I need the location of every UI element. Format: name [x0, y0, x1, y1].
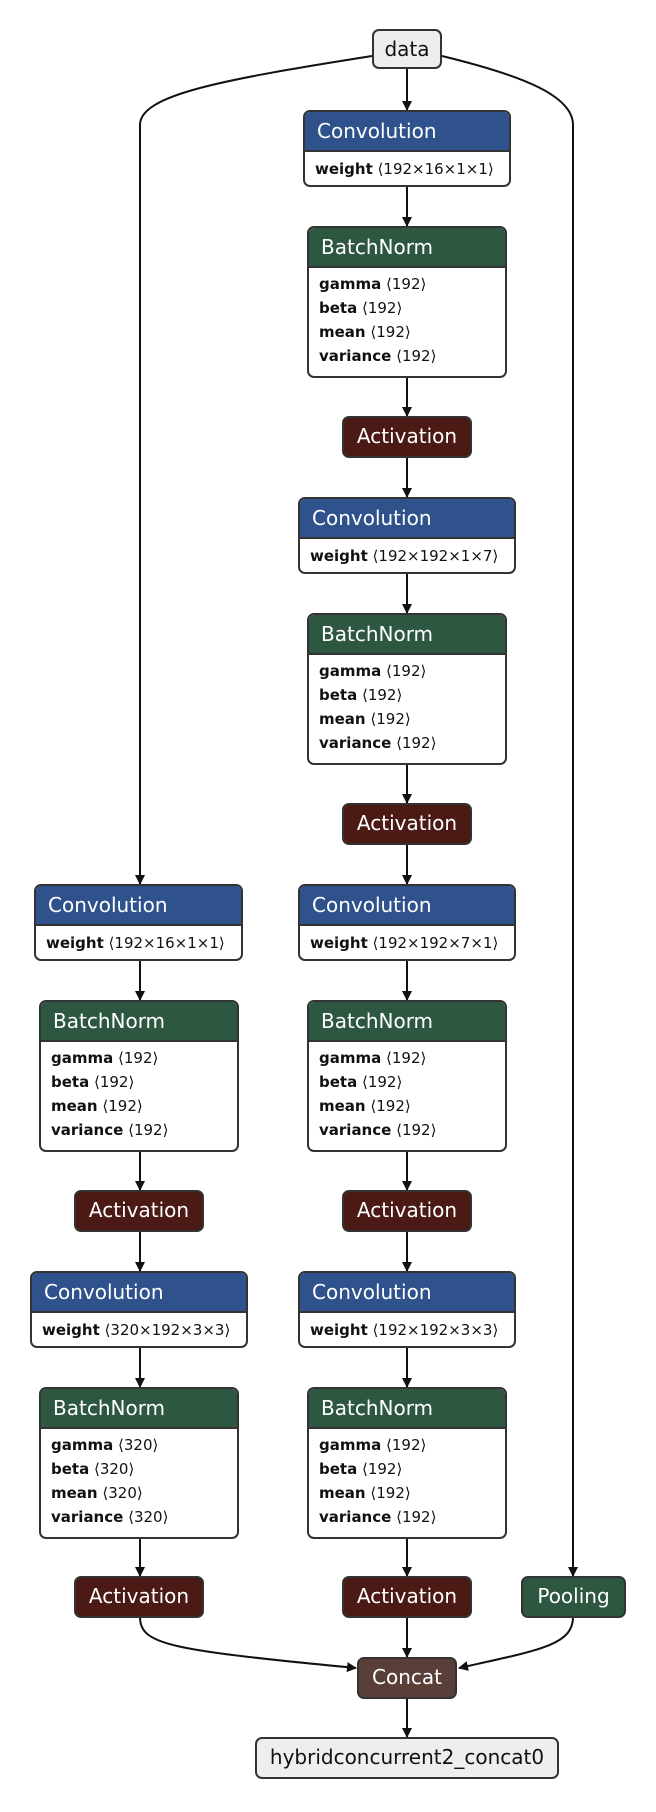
batchnorm-node[interactable]: BatchNorm gamma ⟨192⟩ beta ⟨192⟩ mean ⟨1…	[307, 1387, 507, 1539]
batchnorm-title: BatchNorm	[309, 228, 505, 268]
left-batchnorm-node[interactable]: BatchNorm gamma ⟨320⟩ beta ⟨320⟩ mean ⟨3…	[39, 1387, 239, 1539]
convolution-title: Convolution	[300, 499, 514, 539]
batchnorm-node[interactable]: BatchNorm gamma ⟨192⟩ beta ⟨192⟩ mean ⟨1…	[307, 613, 507, 765]
variance-attribute: variance ⟨192⟩	[319, 1121, 437, 1139]
variance-attribute: variance ⟨192⟩	[319, 1508, 437, 1526]
weight-attribute: weight ⟨192×16×1×1⟩	[46, 934, 225, 952]
batchnorm-title: BatchNorm	[41, 1002, 237, 1042]
beta-attribute: beta ⟨192⟩	[319, 1460, 403, 1478]
weight-attribute: weight ⟨192×192×3×3⟩	[310, 1321, 499, 1339]
convolution-title: Convolution	[300, 1273, 514, 1313]
output-node[interactable]: hybridconcurrent2_concat0	[255, 1737, 559, 1779]
left-convolution-node[interactable]: Convolution weight ⟨192×16×1×1⟩	[34, 884, 243, 961]
left-activation-node[interactable]: Activation	[74, 1576, 204, 1618]
convolution-title: Convolution	[36, 886, 241, 926]
convolution-title: Convolution	[32, 1273, 246, 1313]
batchnorm-node[interactable]: BatchNorm gamma ⟨192⟩ beta ⟨192⟩ mean ⟨1…	[307, 1000, 507, 1152]
left-activation-node[interactable]: Activation	[74, 1190, 204, 1232]
mean-attribute: mean ⟨192⟩	[319, 1097, 411, 1115]
concat-label: Concat	[372, 1665, 442, 1689]
beta-attribute: beta ⟨192⟩	[319, 1073, 403, 1091]
data-input-node[interactable]: data	[372, 29, 442, 69]
edge-data-to-left-convolution	[135, 55, 373, 885]
variance-attribute: variance ⟨192⟩	[319, 734, 437, 752]
activation-label: Activation	[356, 811, 458, 835]
convolution-node[interactable]: Convolution weight ⟨192×192×1×7⟩	[298, 497, 516, 574]
gamma-attribute: gamma ⟨320⟩	[51, 1436, 159, 1454]
left-convolution-node[interactable]: Convolution weight ⟨320×192×3×3⟩	[30, 1271, 248, 1348]
beta-attribute: beta ⟨320⟩	[51, 1460, 135, 1478]
edge-pooling-concat	[458, 1616, 574, 1671]
edge-aL2-concat	[139, 1616, 357, 1673]
activation-node[interactable]: Activation	[342, 803, 472, 845]
beta-attribute: beta ⟨192⟩	[319, 686, 403, 704]
concat-node[interactable]: Concat	[357, 1657, 457, 1699]
convolution-node[interactable]: Convolution weight ⟨192×192×3×3⟩	[298, 1271, 516, 1348]
activation-node[interactable]: Activation	[342, 1576, 472, 1618]
gamma-attribute: gamma ⟨192⟩	[319, 1049, 427, 1067]
batchnorm-title: BatchNorm	[309, 1389, 505, 1429]
activation-label: Activation	[356, 424, 458, 448]
activation-label: Activation	[356, 1198, 458, 1222]
mean-attribute: mean ⟨192⟩	[319, 323, 411, 341]
gamma-attribute: gamma ⟨192⟩	[319, 662, 427, 680]
left-batchnorm-node[interactable]: BatchNorm gamma ⟨192⟩ beta ⟨192⟩ mean ⟨1…	[39, 1000, 239, 1152]
pooling-label: Pooling	[537, 1584, 610, 1608]
pooling-node[interactable]: Pooling	[521, 1576, 626, 1618]
convolution-title: Convolution	[305, 112, 509, 152]
gamma-attribute: gamma ⟨192⟩	[319, 275, 427, 293]
mean-attribute: mean ⟨192⟩	[319, 1484, 411, 1502]
batchnorm-title: BatchNorm	[41, 1389, 237, 1429]
variance-attribute: variance ⟨192⟩	[51, 1121, 169, 1139]
mean-attribute: mean ⟨192⟩	[319, 710, 411, 728]
variance-attribute: variance ⟨320⟩	[51, 1508, 169, 1526]
batchnorm-node[interactable]: BatchNorm gamma ⟨192⟩ beta ⟨192⟩ mean ⟨1…	[307, 226, 507, 378]
convolution-node[interactable]: Convolution weight ⟨192×192×7×1⟩	[298, 884, 516, 961]
beta-attribute: beta ⟨192⟩	[51, 1073, 135, 1091]
activation-label: Activation	[356, 1584, 458, 1608]
weight-attribute: weight ⟨192×16×1×1⟩	[315, 160, 494, 178]
output-label: hybridconcurrent2_concat0	[269, 1745, 545, 1769]
weight-attribute: weight ⟨192×192×1×7⟩	[310, 547, 499, 565]
gamma-attribute: gamma ⟨192⟩	[51, 1049, 159, 1067]
convolution-node[interactable]: Convolution weight ⟨192×16×1×1⟩	[303, 110, 511, 187]
mean-attribute: mean ⟨192⟩	[51, 1097, 143, 1115]
data-input-label: data	[384, 37, 430, 61]
weight-attribute: weight ⟨192×192×7×1⟩	[310, 934, 499, 952]
batchnorm-title: BatchNorm	[309, 615, 505, 655]
activation-label: Activation	[88, 1584, 190, 1608]
activation-node[interactable]: Activation	[342, 416, 472, 458]
convolution-title: Convolution	[300, 886, 514, 926]
mean-attribute: mean ⟨320⟩	[51, 1484, 143, 1502]
beta-attribute: beta ⟨192⟩	[319, 299, 403, 317]
variance-attribute: variance ⟨192⟩	[319, 347, 437, 365]
batchnorm-title: BatchNorm	[309, 1002, 505, 1042]
activation-label: Activation	[88, 1198, 190, 1222]
gamma-attribute: gamma ⟨192⟩	[319, 1436, 427, 1454]
weight-attribute: weight ⟨320×192×3×3⟩	[42, 1321, 231, 1339]
activation-node[interactable]: Activation	[342, 1190, 472, 1232]
edge-data-to-pooling	[441, 55, 578, 1577]
